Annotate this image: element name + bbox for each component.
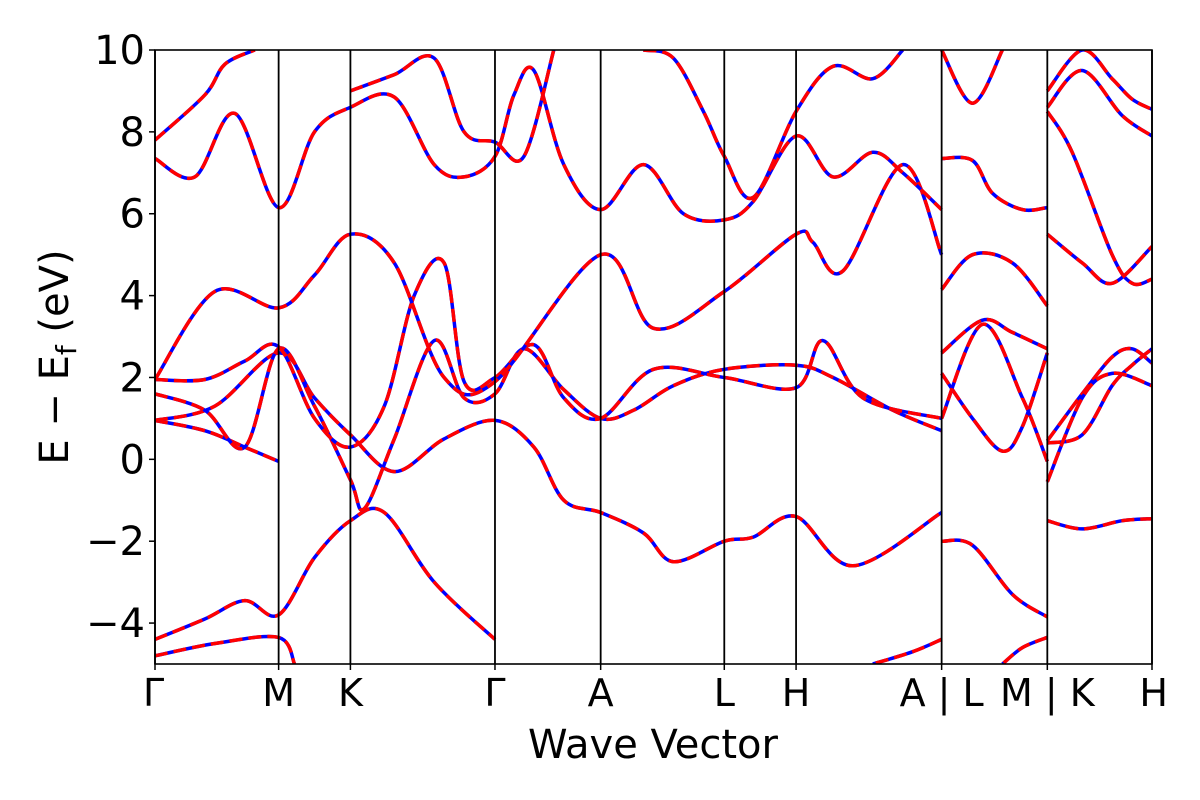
- band-line-red-11: [941, 155, 1048, 213]
- band-line-red-12: [940, 251, 1049, 307]
- band-line-red-22: [1045, 110, 1152, 287]
- band-line-red-6: [155, 162, 944, 397]
- band-line-red-13: [940, 317, 1049, 355]
- y-tick-label-4: 4: [120, 274, 145, 320]
- band-line-red-20: [1045, 50, 1152, 111]
- band-line-red-23: [1046, 232, 1152, 286]
- band-line-red-10: [643, 50, 905, 201]
- x-tick-label-7: A | L: [900, 671, 984, 716]
- band-line-red-18: [940, 50, 1004, 105]
- plot-frame: [154, 49, 1153, 665]
- x-tick-label-8: M | K: [1000, 671, 1096, 716]
- band-line-red-9: [349, 50, 556, 163]
- band-line-red-21: [1045, 68, 1152, 138]
- band-line-red-25: [1045, 346, 1152, 442]
- y-axis-label: E − Ef (eV): [32, 249, 83, 464]
- y-axis-label-unit: (eV): [32, 249, 78, 345]
- x-tick-label-9: H: [1139, 671, 1168, 715]
- x-tick-label-3: Γ: [484, 671, 505, 715]
- band-line-red-24: [1046, 347, 1152, 445]
- x-tick-label-4: A: [588, 671, 614, 715]
- y-tick-label-6: 8: [120, 110, 145, 156]
- y-tick-label-5: 6: [120, 192, 145, 238]
- band-line-red-15: [939, 322, 1049, 463]
- band-line-red-16: [941, 538, 1049, 619]
- y-axis-ticks: −4 −2 0 2 4 6 8 10: [86, 28, 155, 647]
- y-axis-label-sub: f: [50, 344, 83, 355]
- band-line-blue-27: [1046, 516, 1152, 531]
- y-tick-label-2: 0: [120, 437, 145, 483]
- y-tick-label-3: 2: [120, 355, 145, 401]
- band-line-red-1: [155, 634, 297, 664]
- y-tick-label-0: −4: [86, 601, 145, 647]
- y-axis-label-main: E − E: [32, 355, 78, 465]
- band-line-red-14: [940, 352, 1049, 453]
- band-line-blue-26: [1045, 371, 1152, 483]
- x-tick-label-5: L: [714, 671, 735, 715]
- band-line-red-5: [155, 256, 943, 449]
- y-tick-label-7: 10: [94, 28, 145, 74]
- band-line-red-7: [155, 50, 256, 142]
- x-tick-label-1: M: [262, 671, 295, 715]
- band-line-red-17: [872, 637, 943, 664]
- band-line-red-19: [1001, 635, 1048, 664]
- band-line-red-2: [155, 418, 280, 464]
- x-tick-label-6: H: [782, 671, 811, 715]
- x-tick-label-2: K: [338, 671, 364, 715]
- band-line-red-0: [155, 506, 497, 642]
- x-tick-label-0: Γ: [143, 671, 164, 715]
- y-tick-label-1: −2: [86, 519, 145, 565]
- x-axis-label: Wave Vector: [528, 722, 779, 768]
